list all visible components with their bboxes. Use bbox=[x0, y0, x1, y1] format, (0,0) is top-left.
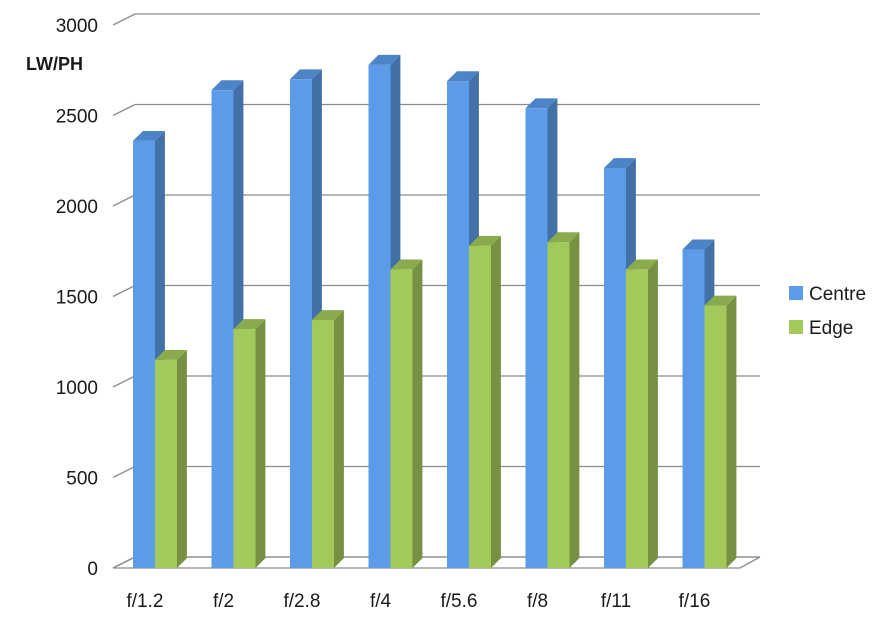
grid-lines bbox=[112, 13, 760, 569]
x-tick-label: f/2.8 bbox=[284, 591, 321, 612]
bar-edge-f/16 bbox=[704, 295, 737, 568]
bar-top bbox=[604, 158, 636, 168]
grid-line-depth bbox=[112, 13, 136, 26]
legend-swatch-edge bbox=[789, 320, 803, 334]
bar-front bbox=[547, 242, 570, 568]
bar-front bbox=[704, 305, 727, 568]
bar-top bbox=[704, 295, 737, 306]
bar-edge-f/5.6 bbox=[469, 235, 501, 569]
y-tick-label: 0 bbox=[87, 559, 98, 580]
bar-top bbox=[626, 259, 658, 270]
x-axis-labels: f/1.2 f/2 f/2.8 f/4 f/5.6 f/8 f/11 f/16 bbox=[127, 591, 711, 612]
bar-edge-f/8 bbox=[547, 232, 580, 569]
bar-top bbox=[368, 54, 401, 65]
grid-line-depth bbox=[112, 103, 136, 117]
x-tick-label: f/1.2 bbox=[127, 591, 164, 612]
grid-line-depth bbox=[112, 194, 136, 207]
bar-top bbox=[390, 259, 423, 270]
y-axis-ticks: 0 500 1000 1500 2000 2500 3000 bbox=[56, 16, 98, 580]
bar-edge-f/4 bbox=[390, 259, 423, 568]
bar-top bbox=[312, 310, 344, 321]
bar-side bbox=[255, 319, 266, 568]
bar-front bbox=[133, 140, 155, 568]
legend-label-centre: Centre bbox=[809, 284, 866, 305]
bar-side bbox=[491, 235, 501, 569]
x-tick-label: f/5.6 bbox=[441, 591, 478, 612]
bar-top bbox=[447, 71, 479, 82]
bar-front bbox=[525, 108, 548, 568]
bar-side bbox=[648, 259, 658, 568]
bar-front bbox=[390, 269, 413, 568]
x-tick-label: f/11 bbox=[601, 591, 631, 612]
bar-edge-f/2 bbox=[233, 319, 266, 568]
legend: Centre Edge bbox=[789, 284, 866, 339]
bar-front bbox=[682, 249, 705, 568]
bars bbox=[133, 54, 737, 569]
floor-outline bbox=[112, 556, 761, 569]
y-tick-label: 3000 bbox=[56, 16, 98, 37]
bar-front bbox=[447, 81, 469, 569]
bar-top bbox=[469, 235, 501, 246]
bar-top bbox=[525, 98, 558, 109]
bar-front bbox=[290, 79, 312, 569]
grid-line-depth bbox=[112, 375, 136, 388]
bar-side bbox=[412, 259, 423, 568]
bar-top bbox=[233, 319, 266, 330]
bar-side bbox=[726, 295, 737, 568]
legend-label-edge: Edge bbox=[809, 318, 853, 339]
bar-edge-f/11 bbox=[626, 259, 658, 568]
bar-side bbox=[569, 232, 580, 569]
bar-top bbox=[133, 130, 165, 141]
bar-edge-f/2.8 bbox=[312, 310, 344, 568]
y-tick-label: 500 bbox=[66, 469, 98, 490]
x-tick-label: f/4 bbox=[370, 591, 392, 612]
x-tick-label: f/2 bbox=[213, 591, 234, 612]
bar-front bbox=[368, 64, 391, 568]
bar-edge-f/1.2 bbox=[155, 349, 187, 568]
bar-front bbox=[626, 269, 648, 568]
bar-front bbox=[604, 167, 626, 569]
x-tick-label: f/16 bbox=[679, 591, 711, 612]
bar-side bbox=[334, 310, 344, 568]
bar-top bbox=[290, 69, 322, 80]
bar-side bbox=[177, 349, 187, 568]
bar-top bbox=[211, 80, 244, 91]
bar-front bbox=[312, 320, 334, 568]
y-tick-label: 2500 bbox=[56, 107, 98, 128]
y-tick-label: 1500 bbox=[56, 288, 98, 309]
x-tick-label: f/8 bbox=[527, 591, 548, 612]
bar-front bbox=[233, 329, 256, 568]
bar-front bbox=[211, 90, 234, 568]
bar-top bbox=[682, 239, 715, 250]
bar-top bbox=[547, 232, 580, 243]
bar-top bbox=[155, 349, 187, 360]
legend-swatch-centre bbox=[789, 286, 803, 300]
grid-line-depth bbox=[112, 284, 136, 298]
chart-floor bbox=[112, 556, 761, 569]
grid-line-depth bbox=[112, 465, 136, 479]
bar-front bbox=[469, 245, 491, 568]
y-axis-title: LW/PH bbox=[26, 54, 83, 74]
y-tick-label: 1000 bbox=[56, 378, 98, 399]
y-tick-label: 2000 bbox=[56, 197, 98, 218]
bar-front bbox=[155, 359, 177, 568]
